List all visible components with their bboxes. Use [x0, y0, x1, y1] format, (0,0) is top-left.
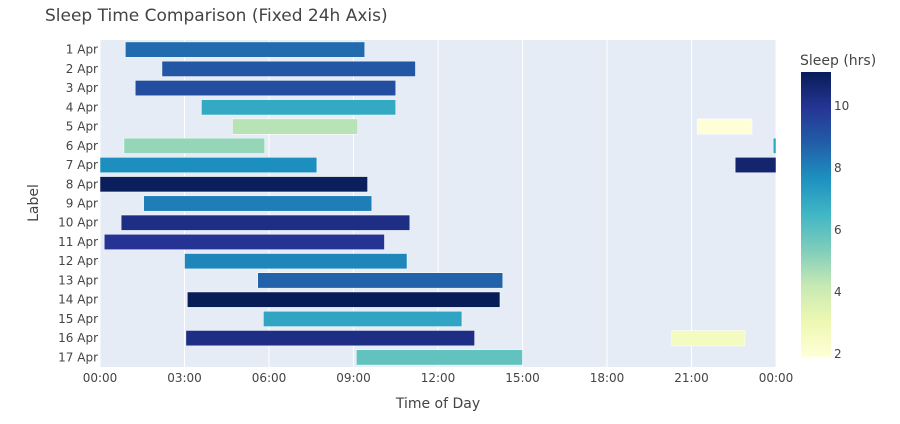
x-tick-label: 18:00: [590, 371, 625, 385]
sleep-bar[interactable]: [99, 176, 368, 193]
x-tick-label: 00:00: [83, 371, 118, 385]
y-tick-label: 9 Apr: [66, 197, 98, 211]
sleep-bar[interactable]: [696, 118, 753, 135]
sleep-bar[interactable]: [734, 157, 777, 173]
y-tick-label: 10 Apr: [58, 216, 98, 230]
sleep-bar[interactable]: [201, 99, 396, 116]
colorbar-tick-label: 2: [834, 347, 842, 361]
colorbar-tick-labels: 2 4 6 8 10: [834, 99, 849, 361]
sleep-bar[interactable]: [671, 330, 746, 347]
y-tick-label: 1 Apr: [66, 43, 98, 57]
colorbar-tick-label: 6: [834, 223, 842, 237]
sleep-bar[interactable]: [99, 157, 318, 173]
sleep-bar[interactable]: [161, 60, 416, 77]
colorbar: [801, 72, 831, 357]
y-tick-label: 7 Apr: [66, 158, 98, 172]
sleep-bar[interactable]: [103, 234, 385, 250]
sleep-bar[interactable]: [134, 80, 396, 97]
sleep-bar[interactable]: [184, 253, 408, 270]
chart-title: Sleep Time Comparison (Fixed 24h Axis): [45, 6, 388, 26]
y-tick-label: 11 Apr: [58, 235, 98, 249]
sleep-bar[interactable]: [185, 330, 475, 347]
y-tick-labels: 1 Apr 2 Apr 3 Apr 4 Apr 5 Apr 6 Apr 7 Apr 8 Apr…: [58, 43, 98, 365]
sleep-bar[interactable]: [187, 291, 501, 308]
y-tick-label: 3 Apr: [66, 81, 98, 95]
y-tick-label: 2 Apr: [66, 62, 98, 76]
sleep-bar[interactable]: [263, 310, 463, 327]
sleep-bar[interactable]: [232, 118, 358, 135]
sleep-bar[interactable]: [120, 214, 411, 231]
y-tick-label: 14 Apr: [58, 293, 98, 307]
x-axis-title: Time of Day: [395, 396, 480, 412]
colorbar-tick-label: 10: [834, 99, 849, 113]
x-tick-label: 21:00: [674, 371, 709, 385]
x-tick-label: 09:00: [336, 371, 371, 385]
colorbar-title: Sleep (hrs): [800, 53, 876, 69]
y-tick-label: 12 Apr: [58, 254, 98, 268]
y-tick-label: 6 Apr: [66, 139, 98, 153]
colorbar-tick-label: 8: [834, 161, 842, 175]
bars: [99, 41, 777, 366]
y-tick-label: 13 Apr: [58, 273, 98, 287]
colorbar-tick-label: 4: [834, 285, 842, 299]
sleep-bar[interactable]: [356, 349, 523, 366]
y-tick-label: 17 Apr: [58, 350, 98, 364]
x-tick-label: 00:00: [759, 371, 794, 385]
y-tick-label: 4 Apr: [66, 100, 98, 114]
x-tick-label: 12:00: [421, 371, 456, 385]
x-tick-label: 06:00: [252, 371, 287, 385]
x-tick-label: 15:00: [505, 371, 540, 385]
sleep-bar[interactable]: [125, 41, 366, 58]
sleep-bar[interactable]: [257, 272, 504, 289]
y-tick-label: 15 Apr: [58, 312, 98, 326]
y-tick-label: 16 Apr: [58, 331, 98, 345]
y-axis-title: Label: [26, 184, 42, 222]
y-tick-label: 5 Apr: [66, 120, 98, 134]
sleep-bar[interactable]: [772, 137, 777, 154]
x-tick-label: 03:00: [167, 371, 202, 385]
x-tick-labels: 00:00 03:00 06:00 09:00 12:00 15:00 18:00 21:00…: [83, 371, 794, 385]
y-tick-label: 8 Apr: [66, 177, 98, 191]
sleep-bar[interactable]: [143, 195, 373, 212]
sleep-bar[interactable]: [123, 137, 266, 154]
